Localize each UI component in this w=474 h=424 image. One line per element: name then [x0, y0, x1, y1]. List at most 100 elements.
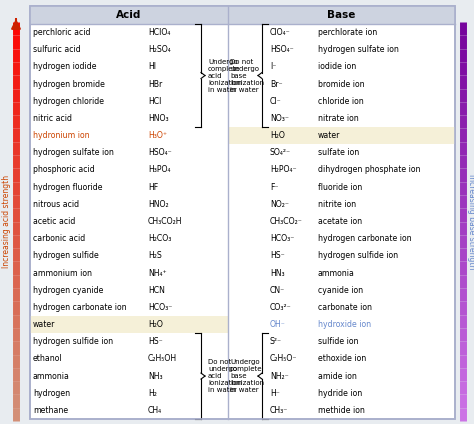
Text: acetate ion: acetate ion	[318, 217, 362, 226]
Text: HSO₄⁻: HSO₄⁻	[148, 148, 172, 157]
Bar	[228, 127, 455, 144]
Text: HCl: HCl	[148, 97, 161, 106]
Text: CH₃CO₂⁻: CH₃CO₂⁻	[270, 217, 303, 226]
Text: hydrogen sulfate ion: hydrogen sulfate ion	[33, 148, 114, 157]
Text: hydrogen bromide: hydrogen bromide	[33, 80, 105, 89]
Text: HCO₃⁻: HCO₃⁻	[270, 234, 294, 243]
Text: hydrogen iodide: hydrogen iodide	[33, 62, 97, 71]
Text: chloride ion: chloride ion	[318, 97, 364, 106]
Text: Increasing acid strength: Increasing acid strength	[2, 175, 11, 268]
Text: ClO₄⁻: ClO₄⁻	[270, 28, 291, 37]
Text: HNO₂: HNO₂	[148, 200, 169, 209]
Text: Cl⁻: Cl⁻	[270, 97, 282, 106]
Text: CH₃⁻: CH₃⁻	[270, 406, 288, 415]
Text: NO₃⁻: NO₃⁻	[270, 114, 289, 123]
Text: nitrite ion: nitrite ion	[318, 200, 356, 209]
Text: Increasing base strength: Increasing base strength	[467, 174, 474, 269]
Text: acetic acid: acetic acid	[33, 217, 75, 226]
Text: hydroxide ion: hydroxide ion	[318, 320, 371, 329]
Text: NH₂⁻: NH₂⁻	[270, 371, 289, 381]
Text: NO₂⁻: NO₂⁻	[270, 200, 289, 209]
Text: H₃O⁺: H₃O⁺	[148, 131, 167, 140]
Text: hydrogen cyanide: hydrogen cyanide	[33, 286, 103, 295]
Text: nitrate ion: nitrate ion	[318, 114, 359, 123]
Bar	[30, 6, 455, 419]
Text: C₂H₅O⁻: C₂H₅O⁻	[270, 354, 298, 363]
Text: hydride ion: hydride ion	[318, 389, 362, 398]
Text: hydrogen fluoride: hydrogen fluoride	[33, 183, 102, 192]
Text: HN₃: HN₃	[270, 268, 284, 278]
Text: cyanide ion: cyanide ion	[318, 286, 363, 295]
Text: ethoxide ion: ethoxide ion	[318, 354, 366, 363]
Text: amide ion: amide ion	[318, 371, 357, 381]
Text: hydrogen sulfate ion: hydrogen sulfate ion	[318, 45, 399, 54]
Bar	[228, 6, 455, 24]
Text: methide ion: methide ion	[318, 406, 365, 415]
Text: HClO₄: HClO₄	[148, 28, 170, 37]
Text: hydrogen sulfide ion: hydrogen sulfide ion	[318, 251, 398, 260]
Text: H₂: H₂	[148, 389, 157, 398]
Text: hydronium ion: hydronium ion	[33, 131, 90, 140]
Text: Br⁻: Br⁻	[270, 80, 283, 89]
Text: HS⁻: HS⁻	[270, 251, 285, 260]
Text: HNO₃: HNO₃	[148, 114, 169, 123]
Text: ethanol: ethanol	[33, 354, 63, 363]
Text: I⁻: I⁻	[270, 62, 276, 71]
Text: water: water	[318, 131, 340, 140]
Text: CH₄: CH₄	[148, 406, 162, 415]
Text: NH₄⁺: NH₄⁺	[148, 268, 167, 278]
Bar	[30, 316, 228, 333]
Text: hydrogen chloride: hydrogen chloride	[33, 97, 104, 106]
Text: hydrogen carbonate ion: hydrogen carbonate ion	[33, 303, 127, 312]
Text: hydrogen sulfide ion: hydrogen sulfide ion	[33, 337, 113, 346]
Text: HCN: HCN	[148, 286, 165, 295]
Text: HCO₃⁻: HCO₃⁻	[148, 303, 173, 312]
Text: OH⁻: OH⁻	[270, 320, 286, 329]
Text: Undergo
complete
base
ionization
in water: Undergo complete base ionization in wate…	[230, 359, 264, 393]
Text: Do not
undergo
base
ionization
in water: Do not undergo base ionization in water	[230, 59, 264, 92]
Text: bromide ion: bromide ion	[318, 80, 365, 89]
Text: hydrogen: hydrogen	[33, 389, 70, 398]
Text: HBr: HBr	[148, 80, 162, 89]
Text: CO₃²⁻: CO₃²⁻	[270, 303, 292, 312]
Text: sulfuric acid: sulfuric acid	[33, 45, 81, 54]
Text: CH₃CO₂H: CH₃CO₂H	[148, 217, 182, 226]
Text: S²⁻: S²⁻	[270, 337, 282, 346]
Text: F⁻: F⁻	[270, 183, 279, 192]
Text: dihydrogen phosphate ion: dihydrogen phosphate ion	[318, 165, 420, 175]
Text: CN⁻: CN⁻	[270, 286, 285, 295]
Text: nitric acid: nitric acid	[33, 114, 72, 123]
Text: Acid: Acid	[116, 10, 142, 20]
Text: carbonic acid: carbonic acid	[33, 234, 85, 243]
Text: HF: HF	[148, 183, 158, 192]
Text: H₂PO₄⁻: H₂PO₄⁻	[270, 165, 297, 175]
Text: H₂SO₄: H₂SO₄	[148, 45, 171, 54]
Text: H₂S: H₂S	[148, 251, 162, 260]
Text: ammonium ion: ammonium ion	[33, 268, 92, 278]
Text: sulfate ion: sulfate ion	[318, 148, 359, 157]
Text: H₃PO₄: H₃PO₄	[148, 165, 171, 175]
Bar	[30, 6, 455, 419]
Text: HSO₄⁻: HSO₄⁻	[270, 45, 294, 54]
Text: carbonate ion: carbonate ion	[318, 303, 372, 312]
Text: C₂H₅OH: C₂H₅OH	[148, 354, 177, 363]
Text: sulfide ion: sulfide ion	[318, 337, 358, 346]
Text: perchloric acid: perchloric acid	[33, 28, 91, 37]
Text: water: water	[33, 320, 55, 329]
Text: iodide ion: iodide ion	[318, 62, 356, 71]
Text: H₂CO₃: H₂CO₃	[148, 234, 172, 243]
Text: Undergo
complete
acid
ionization
in water: Undergo complete acid ionization in wate…	[208, 59, 242, 92]
Text: perchlorate ion: perchlorate ion	[318, 28, 377, 37]
Text: nitrous acid: nitrous acid	[33, 200, 79, 209]
Text: H⁻: H⁻	[270, 389, 280, 398]
Text: ammonia: ammonia	[318, 268, 355, 278]
Text: ammonia: ammonia	[33, 371, 70, 381]
Text: phosphoric acid: phosphoric acid	[33, 165, 95, 175]
Text: fluoride ion: fluoride ion	[318, 183, 362, 192]
Text: NH₃: NH₃	[148, 371, 163, 381]
Text: SO₄²⁻: SO₄²⁻	[270, 148, 291, 157]
Text: H₂O: H₂O	[270, 131, 285, 140]
Text: H₂O: H₂O	[148, 320, 163, 329]
Text: HI: HI	[148, 62, 156, 71]
Text: Base: Base	[328, 10, 356, 20]
